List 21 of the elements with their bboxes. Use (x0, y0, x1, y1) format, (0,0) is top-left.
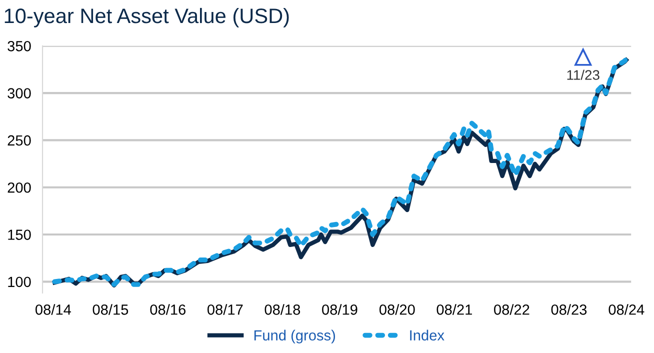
legend-label: Fund (gross) (254, 330, 336, 344)
x-tick-label: 08/20 (379, 304, 415, 315)
x-tick-label: 08/21 (436, 304, 472, 315)
x-tick-label: 08/19 (322, 304, 358, 315)
annotation: 11/23 (567, 70, 600, 80)
x-tick-label: 08/14 (36, 304, 71, 315)
x-tick-label: 08/23 (551, 304, 587, 315)
y-tick-label: 200 (8, 182, 31, 193)
y-tick-label: 150 (8, 230, 31, 240)
x-tick-label: 08/24 (608, 304, 644, 315)
x-tick-label: 08/22 (494, 304, 530, 315)
x-tick-label: 08/15 (92, 304, 128, 315)
y-tick-label: 100 (8, 276, 31, 288)
chart-title: 10-year Net Asset Value (USD) (4, 8, 289, 28)
legend-label: Index (410, 330, 444, 341)
x-tick-label: 08/16 (150, 304, 186, 315)
x-tick-label: 08/18 (264, 304, 300, 315)
y-tick-label: 350 (8, 40, 31, 52)
y-tick-label: 250 (8, 135, 31, 146)
x-tick-label: 08/17 (207, 304, 243, 315)
y-tick-label: 300 (8, 88, 31, 98)
